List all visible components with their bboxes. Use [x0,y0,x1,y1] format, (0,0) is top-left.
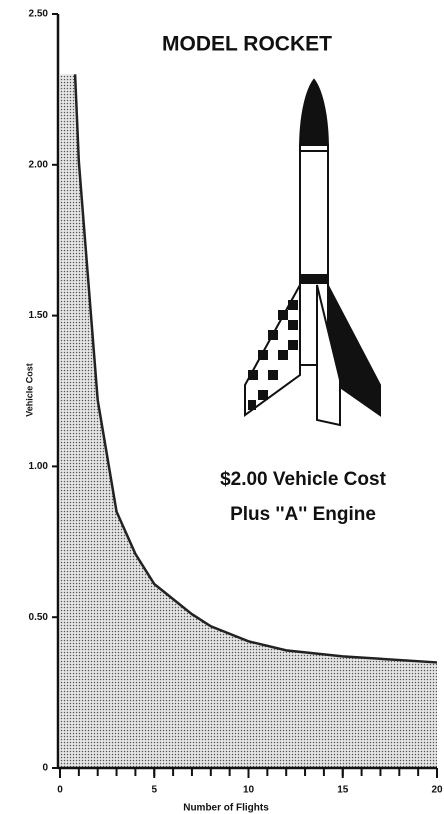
x-tick-label: 20 [431,785,443,796]
y-tick-label: 2.00 [29,159,49,170]
chart-title: MODEL ROCKET [162,33,332,56]
y-axis-label: Vehicle Cost [24,363,34,417]
x-tick-label: 10 [243,785,255,796]
x-tick-label: 15 [337,785,349,796]
x-tick-label: 0 [57,785,63,796]
y-tick-label: 0.50 [29,612,49,623]
annotation: Plus ''A'' Engine [230,504,376,525]
y-tick-label: 1.00 [29,461,49,472]
y-tick-label: 2.50 [29,9,49,20]
y-tick-label: 0 [42,763,48,774]
x-axis-label: Number of Flights [183,803,269,814]
chart: 0 0.50 1.00 1.50 2.00 2.50 0 5 10 15 20 MODEL ROCK… [0,0,444,814]
x-tick-label: 5 [151,785,157,796]
area-fill [60,74,437,768]
rocket-illustration [245,80,380,425]
annotation: $2.00 Vehicle Cost [220,469,386,490]
y-tick-label: 1.50 [29,310,49,321]
